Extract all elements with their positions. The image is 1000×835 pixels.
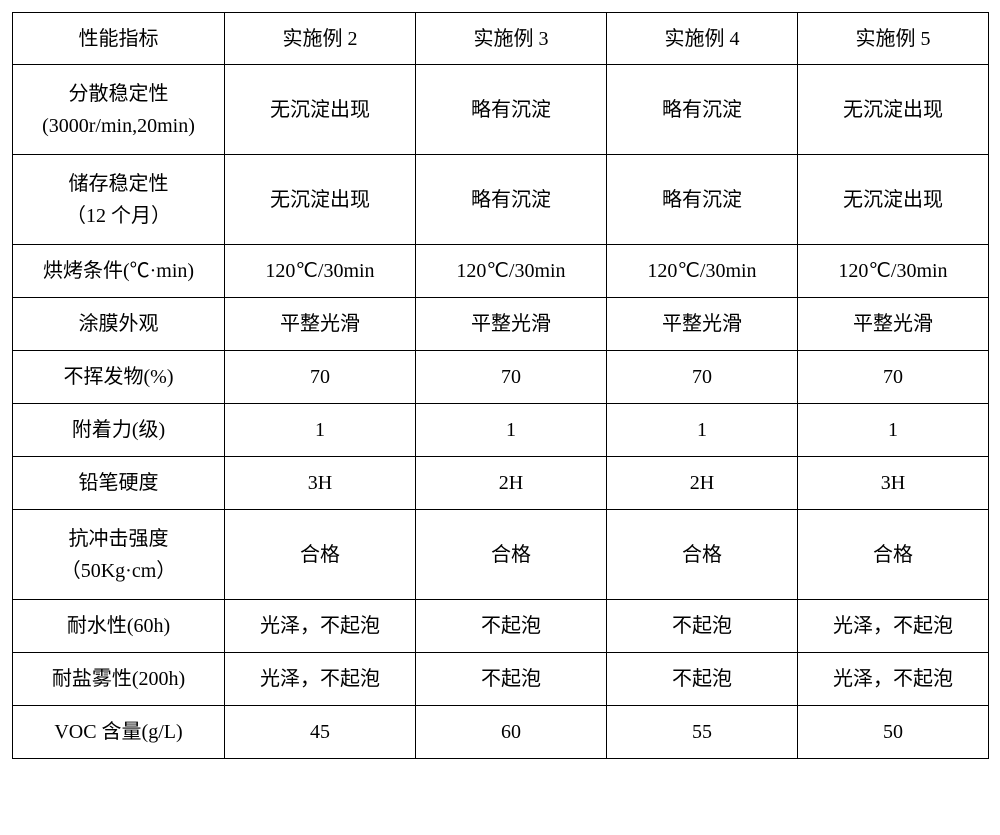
table-cell: 略有沉淀: [607, 155, 798, 245]
table-row: 附着力(级)1111: [13, 404, 989, 457]
table-cell: 不起泡: [607, 653, 798, 706]
table-cell: 1: [607, 404, 798, 457]
data-table: 性能指标 实施例 2 实施例 3 实施例 4 实施例 5 分散稳定性(3000r…: [12, 12, 989, 759]
table-cell: 50: [798, 706, 989, 759]
table-cell: 略有沉淀: [416, 65, 607, 155]
table-cell: 45: [225, 706, 416, 759]
table-cell: 120℃/30min: [798, 245, 989, 298]
table-cell: 光泽，不起泡: [225, 600, 416, 653]
table-cell: 120℃/30min: [225, 245, 416, 298]
table-cell: 不起泡: [416, 600, 607, 653]
row-label: 涂膜外观: [13, 298, 225, 351]
table-cell: 120℃/30min: [607, 245, 798, 298]
table-cell: 70: [225, 351, 416, 404]
row-label: 耐盐雾性(200h): [13, 653, 225, 706]
table-cell: 平整光滑: [798, 298, 989, 351]
table-row: 不挥发物(%)70707070: [13, 351, 989, 404]
table-row: 分散稳定性(3000r/min,20min)无沉淀出现略有沉淀略有沉淀无沉淀出现: [13, 65, 989, 155]
table-cell: 无沉淀出现: [225, 65, 416, 155]
table-cell: 3H: [798, 457, 989, 510]
table-cell: 光泽，不起泡: [225, 653, 416, 706]
table-row: 铅笔硬度3H2H2H3H: [13, 457, 989, 510]
col-header-3: 实施例 4: [607, 13, 798, 65]
table-cell: 不起泡: [416, 653, 607, 706]
col-header-1: 实施例 2: [225, 13, 416, 65]
table-cell: 无沉淀出现: [798, 65, 989, 155]
table-cell: 光泽，不起泡: [798, 600, 989, 653]
row-label-line2: (3000r/min,20min): [13, 110, 224, 142]
table-cell: 120℃/30min: [416, 245, 607, 298]
table-row: 耐盐雾性(200h)光泽，不起泡不起泡不起泡光泽，不起泡: [13, 653, 989, 706]
col-header-0: 性能指标: [13, 13, 225, 65]
table-cell: 2H: [607, 457, 798, 510]
table-row: VOC 含量(g/L)45605550: [13, 706, 989, 759]
col-header-4: 实施例 5: [798, 13, 989, 65]
row-label: 抗冲击强度（50Kg·cm）: [13, 510, 225, 600]
table-row: 涂膜外观平整光滑平整光滑平整光滑平整光滑: [13, 298, 989, 351]
table-cell: 70: [416, 351, 607, 404]
col-header-2: 实施例 3: [416, 13, 607, 65]
row-label: 不挥发物(%): [13, 351, 225, 404]
table-cell: 2H: [416, 457, 607, 510]
row-label: 烘烤条件(℃·min): [13, 245, 225, 298]
table-body: 分散稳定性(3000r/min,20min)无沉淀出现略有沉淀略有沉淀无沉淀出现…: [13, 65, 989, 759]
table-cell: 平整光滑: [416, 298, 607, 351]
table-cell: 合格: [607, 510, 798, 600]
row-label-line1: 抗冲击强度: [13, 523, 224, 555]
row-label-line1: 分散稳定性: [13, 78, 224, 110]
row-label: 附着力(级): [13, 404, 225, 457]
row-label-line2: （12 个月）: [13, 200, 224, 232]
table-cell: 1: [225, 404, 416, 457]
table-cell: 无沉淀出现: [225, 155, 416, 245]
row-label: 储存稳定性（12 个月）: [13, 155, 225, 245]
table-cell: 无沉淀出现: [798, 155, 989, 245]
row-label: VOC 含量(g/L): [13, 706, 225, 759]
row-label: 分散稳定性(3000r/min,20min): [13, 65, 225, 155]
table-row: 储存稳定性（12 个月）无沉淀出现略有沉淀略有沉淀无沉淀出现: [13, 155, 989, 245]
table-cell: 60: [416, 706, 607, 759]
table-cell: 70: [798, 351, 989, 404]
table-cell: 1: [416, 404, 607, 457]
table-cell: 合格: [225, 510, 416, 600]
table-cell: 不起泡: [607, 600, 798, 653]
table-cell: 平整光滑: [225, 298, 416, 351]
table-cell: 55: [607, 706, 798, 759]
table-header-row: 性能指标 实施例 2 实施例 3 实施例 4 实施例 5: [13, 13, 989, 65]
table-cell: 70: [607, 351, 798, 404]
table-cell: 平整光滑: [607, 298, 798, 351]
table-cell: 光泽，不起泡: [798, 653, 989, 706]
table-cell: 3H: [225, 457, 416, 510]
table-cell: 合格: [416, 510, 607, 600]
row-label: 铅笔硬度: [13, 457, 225, 510]
table-cell: 略有沉淀: [416, 155, 607, 245]
row-label-line1: 储存稳定性: [13, 168, 224, 200]
table-cell: 合格: [798, 510, 989, 600]
table-row: 耐水性(60h)光泽，不起泡不起泡不起泡光泽，不起泡: [13, 600, 989, 653]
table-row: 抗冲击强度（50Kg·cm）合格合格合格合格: [13, 510, 989, 600]
row-label-line2: （50Kg·cm）: [13, 555, 224, 587]
table-cell: 1: [798, 404, 989, 457]
table-cell: 略有沉淀: [607, 65, 798, 155]
row-label: 耐水性(60h): [13, 600, 225, 653]
table-row: 烘烤条件(℃·min)120℃/30min120℃/30min120℃/30mi…: [13, 245, 989, 298]
